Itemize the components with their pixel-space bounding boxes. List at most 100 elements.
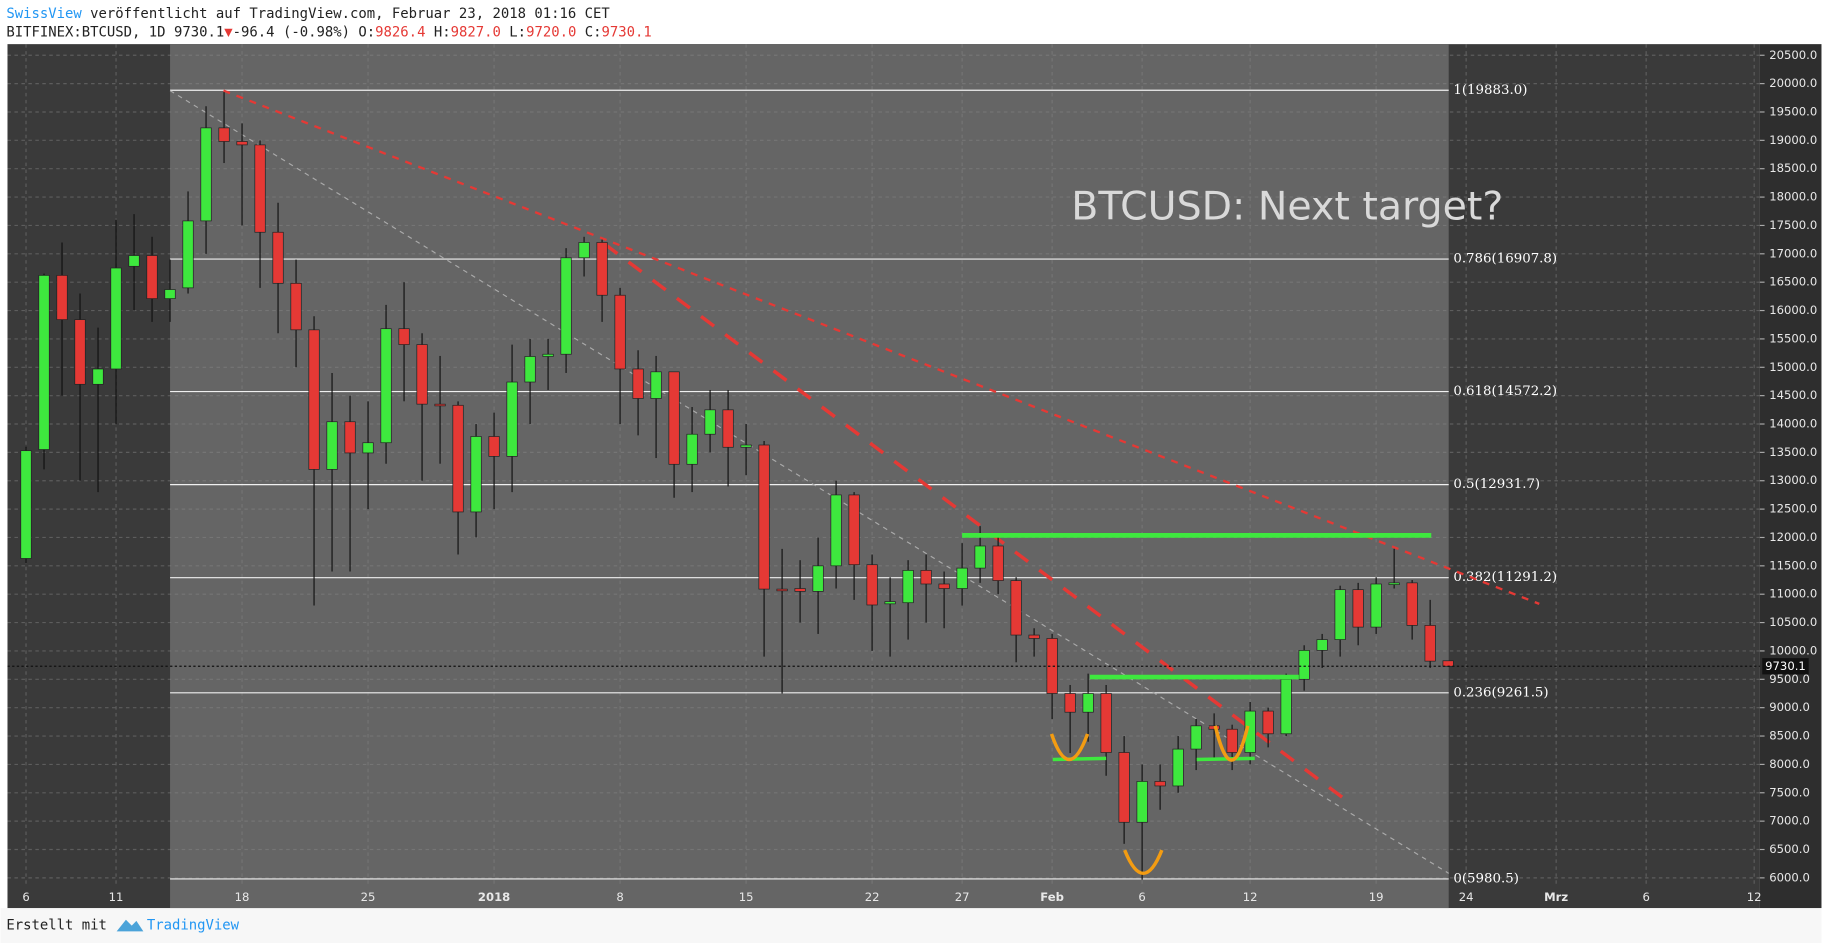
x-tick-label: 25 xyxy=(361,890,376,904)
candle-body xyxy=(1280,678,1292,735)
candle-body xyxy=(1136,781,1148,823)
q-v: 9827.0 xyxy=(451,25,501,41)
x-tick-label: Feb xyxy=(1040,890,1064,904)
candle-body xyxy=(308,329,320,470)
y-tick-label: 16000.0 xyxy=(1769,303,1817,317)
candle-body xyxy=(956,567,968,589)
candle-body xyxy=(200,127,212,222)
price-axis xyxy=(1759,44,1822,909)
candle-body xyxy=(1262,710,1274,735)
fib-label: 0.786(16907.8) xyxy=(1453,252,1557,267)
drawings-top xyxy=(962,533,1432,875)
candle-body xyxy=(578,242,590,259)
candle-body xyxy=(146,255,158,299)
candle-body xyxy=(1442,660,1454,667)
candle-body xyxy=(920,570,932,585)
y-tick-label: 9000.0 xyxy=(1769,700,1810,714)
x-tick-label: 6 xyxy=(1138,890,1145,904)
candle-body xyxy=(1064,693,1076,713)
candle-body xyxy=(1388,582,1400,585)
y-tick-label: 13500.0 xyxy=(1769,445,1817,459)
q-k: L: xyxy=(509,25,526,41)
candle-body xyxy=(1190,725,1202,750)
fib-label: 0.618(14572.2) xyxy=(1453,384,1557,399)
symbol: BITFINEX:BTCUSD, 1D xyxy=(6,25,165,41)
y-tick-label: 13000.0 xyxy=(1769,473,1817,487)
candle-body xyxy=(128,255,140,267)
x-tick-label: 12 xyxy=(1747,890,1762,904)
x-tick-label: 2018 xyxy=(478,890,510,904)
candle-body xyxy=(560,257,572,355)
y-tick-label: 20000.0 xyxy=(1769,76,1817,90)
y-tick-label: 6500.0 xyxy=(1769,842,1810,856)
fib-label: 0(5980.5) xyxy=(1453,871,1519,886)
candle-body xyxy=(1028,634,1040,639)
arrow: ▼ xyxy=(224,25,233,41)
header-line-1: SwissView veröffentlicht auf TradingView… xyxy=(6,6,610,22)
candle-body xyxy=(1352,589,1364,628)
logo xyxy=(116,919,144,932)
x-tick-label: 6 xyxy=(22,890,29,904)
candle-body xyxy=(866,564,878,606)
candle-body xyxy=(524,356,536,383)
fib-label: 0.382(11291.2) xyxy=(1453,570,1557,585)
candle-body xyxy=(830,494,842,567)
y-tick-label: 19500.0 xyxy=(1769,104,1817,118)
price-label-box xyxy=(1762,658,1809,675)
candle-body xyxy=(1082,693,1094,713)
footer xyxy=(0,908,1822,943)
y-tick-label: 17000.0 xyxy=(1769,246,1817,260)
candle-body xyxy=(1424,625,1436,662)
shoulder-arc xyxy=(1213,725,1250,762)
y-tick-label: 17500.0 xyxy=(1769,218,1817,232)
candle-body xyxy=(902,570,914,604)
published: veröffentlicht auf TradingView.com, Febr… xyxy=(90,6,610,22)
footer-brand[interactable]: TradingView xyxy=(147,918,240,934)
candle-body xyxy=(488,436,500,457)
price-label: 9730.1 xyxy=(1765,659,1806,673)
support-line xyxy=(1052,756,1107,762)
candle-body xyxy=(182,220,194,289)
y-tick-label: 15000.0 xyxy=(1769,360,1817,374)
y-tick-label: 14000.0 xyxy=(1769,417,1817,431)
q-v: 9826.4 xyxy=(375,25,425,41)
y-tick-label: 11500.0 xyxy=(1769,558,1817,572)
candle-body xyxy=(236,141,248,146)
candle-body xyxy=(218,127,230,142)
candle-body xyxy=(1172,748,1184,787)
candle-body xyxy=(362,442,374,454)
candle-body xyxy=(380,328,392,444)
x-tick-label: 27 xyxy=(955,890,970,904)
candle-body xyxy=(704,409,716,435)
author[interactable]: SwissView xyxy=(6,6,82,22)
head-arc xyxy=(1123,849,1164,875)
trend-line xyxy=(223,89,1540,605)
candle-body xyxy=(722,409,734,448)
candle-body xyxy=(452,404,464,513)
candle-body xyxy=(1370,583,1382,628)
x-tick-label: 12 xyxy=(1243,890,1258,904)
footer-text: Erstellt mit xyxy=(6,918,107,934)
shoulder-arc xyxy=(1049,733,1090,762)
y-tick-label: 12500.0 xyxy=(1769,502,1817,516)
y-tick-label: 16500.0 xyxy=(1769,275,1817,289)
x-tick-label: 18 xyxy=(235,890,250,904)
annotation: BTCUSD: Next target? xyxy=(1071,184,1503,230)
y-tick-label: 14500.0 xyxy=(1769,388,1817,402)
last: 9730.1 xyxy=(174,25,224,41)
candle-body xyxy=(938,583,950,589)
x-tick-label: 8 xyxy=(616,890,623,904)
candle-body xyxy=(812,565,824,592)
candle-body xyxy=(1154,781,1166,787)
fib-label: 0.236(9261.5) xyxy=(1453,685,1548,700)
y-tick-label: 6000.0 xyxy=(1769,870,1810,884)
candle-body xyxy=(56,275,68,320)
y-tick-label: 18000.0 xyxy=(1769,190,1817,204)
y-tick-label: 19000.0 xyxy=(1769,133,1817,147)
candle-body xyxy=(470,436,482,513)
x-tick-label: 15 xyxy=(739,890,754,904)
candle-body xyxy=(1298,650,1310,680)
y-tick-label: 9500.0 xyxy=(1769,672,1810,686)
candle-body xyxy=(1316,639,1328,651)
